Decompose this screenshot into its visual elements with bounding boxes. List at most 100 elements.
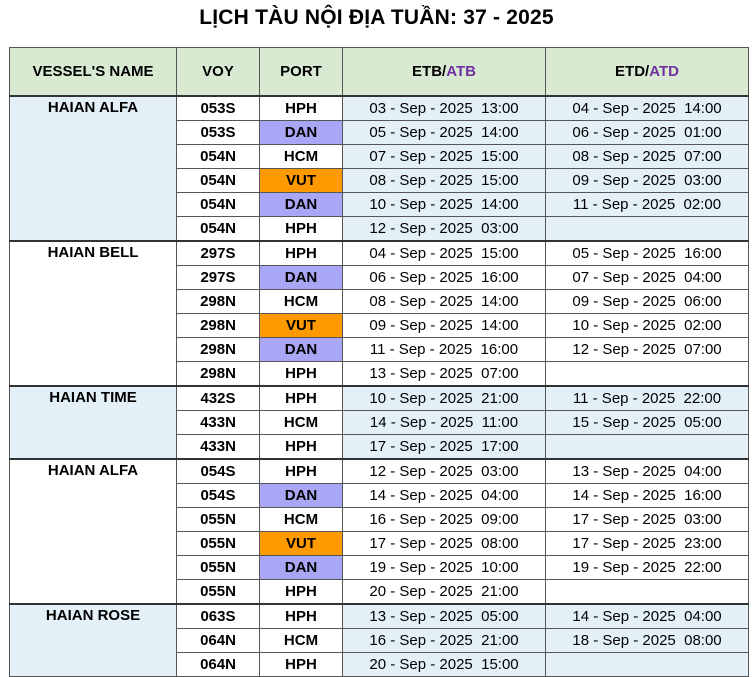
- voyage-cell: 433N: [176, 434, 260, 460]
- table-row: 054S DAN 14 - Sep - 2025 04:00 14 - Sep - 2…: [10, 483, 749, 508]
- vessel-group: HAIAN BELL 297S HPH 04 - Sep - 2025 15:00 05…: [9, 240, 749, 387]
- etb-cell: 12 - Sep - 2025 03:00: [342, 458, 546, 484]
- header-port: PORT: [259, 47, 343, 97]
- etb-cell: 05 - Sep - 2025 14:00: [342, 120, 546, 145]
- header-etb: ETB/ATB: [342, 47, 546, 97]
- header-etd: ETD/ATD: [545, 47, 749, 97]
- vessel-name: HAIAN ALFA: [9, 458, 177, 605]
- etb-cell: 10 - Sep - 2025 21:00: [342, 385, 546, 411]
- port-cell: DAN: [259, 120, 343, 145]
- table-row: 297S DAN 06 - Sep - 2025 16:00 07 - Sep - 2…: [10, 265, 749, 290]
- table-row: 433N HCM 14 - Sep - 2025 11:00 15 - Sep - 2…: [10, 410, 749, 435]
- etb-cell: 03 - Sep - 2025 13:00: [342, 95, 546, 121]
- voyage-cell: 298N: [176, 313, 260, 338]
- table-row: 055N DAN 19 - Sep - 2025 10:00 19 - Sep - 2…: [10, 555, 749, 580]
- etb-cell: 19 - Sep - 2025 10:00: [342, 555, 546, 580]
- etb-cell: 14 - Sep - 2025 11:00: [342, 410, 546, 435]
- port-cell: HCM: [259, 410, 343, 435]
- etb-cell: 13 - Sep - 2025 07:00: [342, 361, 546, 387]
- etd-cell: [545, 579, 749, 605]
- etd-cell: 11 - Sep - 2025 02:00: [545, 192, 749, 217]
- table-row: HAIAN TIME 432S HPH 10 - Sep - 2025 21:00 11…: [9, 385, 749, 460]
- etb-cell: 08 - Sep - 2025 14:00: [342, 289, 546, 314]
- vessel-name: HAIAN BELL: [9, 240, 177, 387]
- voyage-cell: 054N: [176, 168, 260, 193]
- etb-cell: 16 - Sep - 2025 21:00: [342, 628, 546, 653]
- port-cell: VUT: [259, 531, 343, 556]
- table-row: 054N DAN 10 - Sep - 2025 14:00 11 - Sep - 2…: [10, 192, 749, 217]
- voyage-cell: 053S: [176, 120, 260, 145]
- port-cell: DAN: [259, 483, 343, 508]
- voyage-cell: 054S: [176, 458, 260, 484]
- header-atd-label: ATD: [649, 63, 679, 80]
- vessel-group: HAIAN ALFA 053S HPH 03 - Sep - 2025 13:00 04…: [9, 95, 749, 242]
- table-row: HAIAN ROSE 063S HPH 13 - Sep - 2025 05:00 14…: [9, 603, 749, 677]
- voyage-cell: 055N: [176, 579, 260, 605]
- schedule-table: VESSEL'S NAME VOY PORT ETB/ATB ETD/ATD H…: [9, 47, 749, 677]
- table-row: HAIAN ALFA 054S HPH 12 - Sep - 2025 03:00 13…: [9, 458, 749, 605]
- voyage-cell: 297S: [176, 265, 260, 290]
- etd-cell: [545, 361, 749, 387]
- voyage-cell: 432S: [176, 385, 260, 411]
- etb-cell: 17 - Sep - 2025 17:00: [342, 434, 546, 460]
- etb-cell: 09 - Sep - 2025 14:00: [342, 313, 546, 338]
- port-cell: DAN: [259, 192, 343, 217]
- table-row: 298N HCM 08 - Sep - 2025 14:00 09 - Sep - 2…: [10, 289, 749, 314]
- etd-cell: 15 - Sep - 2025 05:00: [545, 410, 749, 435]
- etb-cell: 12 - Sep - 2025 03:00: [342, 216, 546, 242]
- etd-cell: 13 - Sep - 2025 04:00: [545, 458, 749, 484]
- voyage-cell: 055N: [176, 507, 260, 532]
- page-title: LỊCH TÀU NỘI ĐỊA TUẦN: 37 - 2025: [199, 6, 554, 29]
- header-etd-label: ETD/: [615, 63, 650, 80]
- port-cell: DAN: [259, 337, 343, 362]
- voyage-cell: 063S: [176, 603, 260, 629]
- table-row: HAIAN BELL 297S HPH 04 - Sep - 2025 15:00 05…: [9, 240, 749, 387]
- port-cell: VUT: [259, 168, 343, 193]
- etd-cell: [545, 216, 749, 242]
- voyage-cell: 055N: [176, 531, 260, 556]
- voyage-cell: 297S: [176, 240, 260, 266]
- table-row: 064N HCM 16 - Sep - 2025 21:00 18 - Sep - 2…: [10, 628, 749, 653]
- voyage-cell: 054N: [176, 144, 260, 169]
- etb-cell: 08 - Sep - 2025 15:00: [342, 168, 546, 193]
- etb-cell: 07 - Sep - 2025 15:00: [342, 144, 546, 169]
- port-cell: HPH: [259, 652, 343, 677]
- port-cell: HPH: [259, 216, 343, 242]
- etd-cell: 08 - Sep - 2025 07:00: [545, 144, 749, 169]
- table-row: 055N HCM 16 - Sep - 2025 09:00 17 - Sep - 2…: [10, 507, 749, 532]
- vessel-group: HAIAN ALFA 054S HPH 12 - Sep - 2025 03:00 13…: [9, 458, 749, 605]
- port-cell: HCM: [259, 289, 343, 314]
- voyage-cell: 064N: [176, 628, 260, 653]
- port-cell: HCM: [259, 507, 343, 532]
- table-row: 298N DAN 11 - Sep - 2025 16:00 12 - Sep - 2…: [10, 337, 749, 362]
- port-cell: VUT: [259, 313, 343, 338]
- etd-cell: 17 - Sep - 2025 03:00: [545, 507, 749, 532]
- etb-cell: 14 - Sep - 2025 04:00: [342, 483, 546, 508]
- etb-cell: 16 - Sep - 2025 09:00: [342, 507, 546, 532]
- etd-cell: 10 - Sep - 2025 02:00: [545, 313, 749, 338]
- etd-cell: 07 - Sep - 2025 04:00: [545, 265, 749, 290]
- etd-cell: 19 - Sep - 2025 22:00: [545, 555, 749, 580]
- etb-cell: 11 - Sep - 2025 16:00: [342, 337, 546, 362]
- etd-cell: [545, 434, 749, 460]
- table-row: 053S DAN 05 - Sep - 2025 14:00 06 - Sep - 2…: [10, 120, 749, 145]
- voyage-cell: 064N: [176, 652, 260, 677]
- header-voy: VOY: [176, 47, 260, 97]
- port-cell: HCM: [259, 144, 343, 169]
- etd-cell: 04 - Sep - 2025 14:00: [545, 95, 749, 121]
- voyage-cell: 055N: [176, 555, 260, 580]
- etd-cell: 09 - Sep - 2025 06:00: [545, 289, 749, 314]
- etd-cell: 05 - Sep - 2025 16:00: [545, 240, 749, 266]
- voyage-cell: 298N: [176, 337, 260, 362]
- voyage-cell: 433N: [176, 410, 260, 435]
- header-row: VESSEL'S NAME VOY PORT ETB/ATB ETD/ATD: [9, 47, 749, 97]
- vessel-group: HAIAN TIME 432S HPH 10 - Sep - 2025 21:00 11…: [9, 385, 749, 460]
- port-cell: HPH: [259, 361, 343, 387]
- port-cell: HPH: [259, 95, 343, 121]
- etd-cell: 09 - Sep - 2025 03:00: [545, 168, 749, 193]
- port-cell: HPH: [259, 579, 343, 605]
- table-row: 433N HPH 17 - Sep - 2025 17:00: [10, 434, 749, 460]
- etd-cell: 17 - Sep - 2025 23:00: [545, 531, 749, 556]
- port-cell: HPH: [259, 385, 343, 411]
- etb-cell: 20 - Sep - 2025 21:00: [342, 579, 546, 605]
